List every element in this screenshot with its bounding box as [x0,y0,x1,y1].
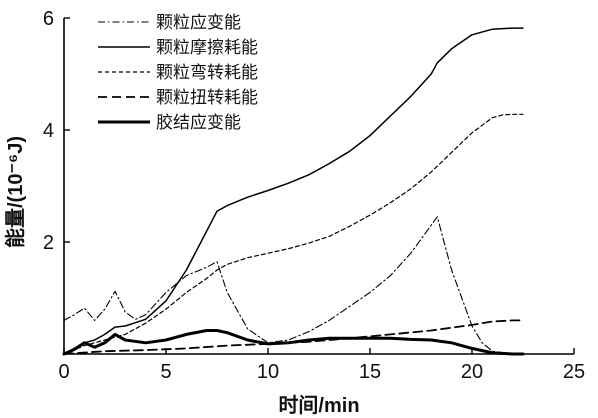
x-tick-label: 15 [359,361,381,383]
series-line-1 [63,216,524,355]
x-tick-label: 5 [160,361,171,383]
series-line-3 [63,113,524,355]
y-tick-label: 2 [43,232,54,254]
x-tick-label: 10 [257,361,279,383]
x-tick-label: 20 [461,361,483,383]
legend-label-4: 颗粒扭转耗能 [156,88,258,107]
legend-label-2: 颗粒摩擦耗能 [156,38,258,57]
series-line-5 [62,329,525,356]
y-axis-title: 能量/(10⁻⁶J) [3,136,27,248]
axes-layer [63,18,574,355]
ticks-layer: 0 5 10 15 20 25 2 4 6 [43,8,585,383]
x-axis-title: 时间/min [278,394,359,417]
y-tick-label: 4 [43,120,54,142]
legend-label-3: 颗粒弯转耗能 [156,63,258,82]
x-tick-label: 0 [58,361,69,383]
series-layer [62,27,525,356]
legend-label-1: 颗粒应变能 [156,13,241,32]
series-line-4 [63,319,524,355]
legend-label-5: 胶结应变能 [156,113,241,132]
x-tick-label: 25 [563,361,585,383]
series-line-2 [63,27,524,355]
y-tick-label: 6 [43,8,54,30]
